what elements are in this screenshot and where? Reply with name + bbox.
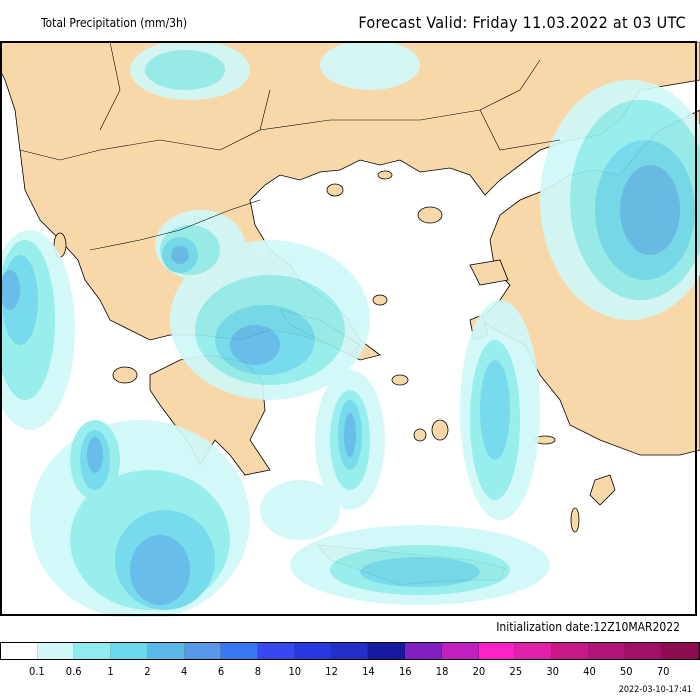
legend-swatch: [625, 643, 663, 659]
legend-swatch: [588, 643, 626, 659]
legend-label: 1: [107, 665, 114, 678]
legend-label: 12: [325, 665, 338, 678]
legend-label: 4: [181, 665, 188, 678]
legend-swatch: [515, 643, 553, 659]
kefalonia: [112, 366, 138, 384]
legend-swatch: [368, 643, 406, 659]
legend-swatch: [294, 643, 332, 659]
legend-swatch: [221, 643, 259, 659]
legend-swatch: [441, 643, 479, 659]
legend-label: 25: [509, 665, 523, 678]
legend-label: 14: [362, 665, 375, 678]
legend-swatch: [184, 643, 222, 659]
legend-swatch: [1, 643, 38, 659]
legend-label: 40: [583, 665, 596, 678]
legend-label: 16: [398, 665, 412, 678]
legend-swatch: [147, 643, 185, 659]
legend-label: 20: [472, 665, 486, 678]
precipitation-areas: [0, 42, 700, 617]
andros: [391, 374, 409, 386]
legend-label: 30: [546, 665, 559, 678]
forecast-valid-time: Forecast Valid: Friday 11.03.2022 at 03 …: [358, 13, 686, 32]
land-outline: [19, 42, 561, 251]
legend-label: 6: [217, 665, 225, 678]
limnos: [417, 206, 443, 224]
legend-swatch: [74, 643, 112, 659]
legend-swatch: [552, 643, 589, 659]
precipitation-map: [0, 42, 700, 617]
skyros: [372, 294, 388, 306]
legend-swatch: [37, 643, 75, 659]
legend-swatch: [111, 643, 148, 659]
generation-timestamp: 2022-03-10-17:41: [618, 685, 692, 695]
legend-swatch: [478, 643, 516, 659]
thasos: [326, 183, 344, 197]
legend-swatch: [331, 643, 369, 659]
legend-swatch: [405, 643, 442, 659]
legend-label: 2: [144, 665, 151, 678]
legend-swatch: [662, 643, 699, 659]
naxos: [431, 419, 449, 441]
rhodes: [589, 474, 616, 506]
legend-label: 0.1: [28, 665, 45, 678]
samothrace: [377, 170, 393, 180]
initialization-date: Initialization date:12Z10MAR2022: [496, 620, 680, 634]
legend-label: 50: [620, 665, 633, 678]
legend-label: 18: [435, 665, 449, 678]
paros: [413, 428, 427, 442]
legend-labels: 0.1 0.6 1 2 4 6 8 10 12 14 16 18 20 25 30 40 50 70: [0, 665, 700, 679]
legend-label: 0.6: [65, 665, 82, 678]
legend-label: 70: [656, 665, 670, 678]
karpathos: [570, 507, 580, 533]
chart-title: Total Precipitation (mm/3h): [41, 16, 188, 30]
legend-swatch: [258, 643, 295, 659]
legend-label: 8: [254, 665, 262, 678]
color-legend: [0, 642, 700, 660]
lesvos: [469, 259, 509, 286]
legend-label: 10: [288, 665, 302, 678]
